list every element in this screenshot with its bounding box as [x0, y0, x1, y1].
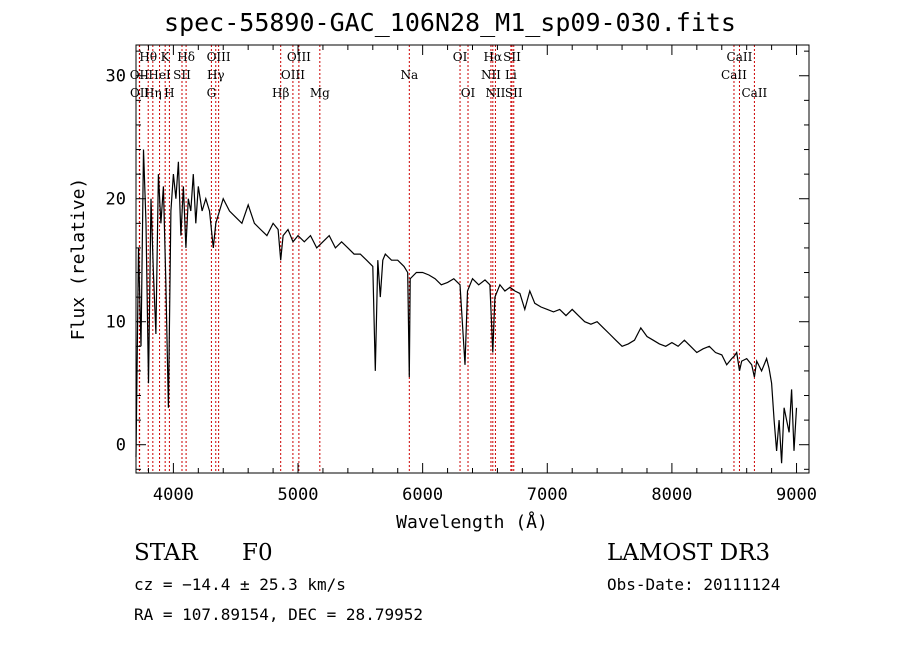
- spectral-line-label: K: [161, 50, 171, 64]
- object-subclass: F0: [242, 540, 273, 566]
- spectral-line-label: Na: [400, 68, 418, 82]
- y-axis-label: Flux (relative): [68, 178, 89, 341]
- spectral-line-label: Hθ: [139, 50, 157, 64]
- spectral-line-label: Hα: [484, 50, 503, 64]
- chart-title: spec-55890-GAC_106N28_M1_sp09-030.fits: [164, 8, 736, 37]
- axis-ticks: 4000 5000 6000 7000 8000 9000 0 10 20 30: [106, 45, 817, 505]
- spectral-line-label: Hδ: [177, 50, 195, 64]
- spectral-line-label: G: [207, 86, 217, 100]
- object-class: STAR: [134, 540, 198, 566]
- spectral-line-label: NII: [481, 68, 501, 82]
- spectral-line-label: HeI: [148, 68, 171, 82]
- spectral-line-label: Hη: [144, 86, 162, 100]
- x-tick-label: 4000: [153, 485, 194, 505]
- plot-frame: [135, 44, 810, 474]
- spectral-line-label: OI: [461, 86, 476, 100]
- observation-date: Obs-Date: 20111124: [607, 575, 781, 594]
- spectral-line-label: CaII: [727, 50, 753, 64]
- spectral-line-label: Li: [505, 68, 517, 82]
- spectral-line-label: SII: [503, 50, 521, 64]
- survey-name: LAMOST DR3: [607, 540, 771, 566]
- spectral-line-label: Hβ: [272, 86, 289, 100]
- spectral-line-label: OIII: [287, 50, 311, 64]
- y-tick-label: 30: [106, 67, 126, 87]
- spectral-line-label: OII: [130, 68, 150, 82]
- x-tick-label: 5000: [278, 485, 319, 505]
- y-tick-label: 20: [106, 190, 126, 210]
- spectral-line-label: H: [164, 86, 174, 100]
- x-axis-label: Wavelength (Å): [396, 511, 548, 533]
- spectral-line-label: NII: [485, 86, 505, 100]
- spectral-line-label: SII: [173, 68, 191, 82]
- spectral-line-label: OII: [130, 86, 150, 100]
- redshift-velocity: cz = −14.4 ± 25.3 km/s: [134, 575, 346, 594]
- spectral-line-label: Mg: [310, 86, 330, 100]
- x-tick-label: 6000: [402, 485, 443, 505]
- spectral-line-label: SII: [505, 86, 523, 100]
- spectral-line-label: OIII: [281, 68, 305, 82]
- spectral-line-label: CaII: [741, 86, 767, 100]
- spectral-line-label: OIII: [207, 50, 231, 64]
- y-tick-label: 10: [106, 313, 126, 333]
- x-tick-label: 8000: [651, 485, 692, 505]
- y-tick-label: 0: [116, 436, 126, 456]
- spectral-line-label: CaII: [721, 68, 747, 82]
- x-tick-label: 7000: [527, 485, 568, 505]
- spectrum-line: [135, 149, 798, 464]
- x-tick-label: 9000: [776, 485, 817, 505]
- spectral-line-markers: [138, 45, 755, 473]
- spectral-line-label: Hγ: [207, 68, 225, 82]
- spectral-line-label: OI: [453, 50, 468, 64]
- coordinates: RA = 107.89154, DEC = 28.79952: [134, 605, 423, 624]
